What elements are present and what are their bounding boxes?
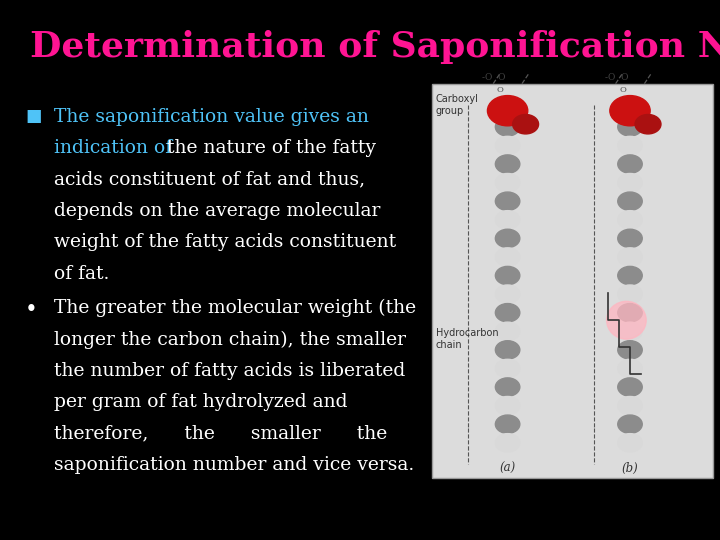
Text: acids constituent of fat and thus,: acids constituent of fat and thus, [54,171,365,188]
Text: longer the carbon chain), the smaller: longer the carbon chain), the smaller [54,330,406,349]
Circle shape [618,285,642,303]
Text: Determination of Saponification Number: Determination of Saponification Number [30,30,720,64]
Circle shape [495,396,520,415]
Text: O: O [497,86,504,94]
Circle shape [618,434,642,452]
Circle shape [495,285,520,303]
Circle shape [618,248,642,266]
Circle shape [495,434,520,452]
Ellipse shape [606,301,647,339]
Circle shape [618,415,642,434]
Text: -O  O: -O O [482,73,506,82]
Circle shape [618,211,642,229]
Circle shape [610,96,650,126]
Circle shape [513,114,539,134]
Circle shape [495,229,520,247]
Text: depends on the average molecular: depends on the average molecular [54,202,380,220]
Text: (b): (b) [621,462,639,475]
Text: •: • [25,299,38,321]
Circle shape [495,248,520,266]
Circle shape [618,266,642,285]
Text: therefore,      the      smaller      the: therefore, the smaller the [54,424,387,442]
Text: O: O [619,86,626,94]
Circle shape [495,322,520,341]
FancyBboxPatch shape [432,84,713,478]
Circle shape [495,378,520,396]
Circle shape [618,192,642,211]
Text: weight of the fatty acids constituent: weight of the fatty acids constituent [54,233,396,251]
Circle shape [618,136,642,154]
Circle shape [618,359,642,377]
Text: Carboxyl
group: Carboxyl group [436,94,479,116]
Circle shape [495,415,520,434]
Text: (a): (a) [500,462,516,475]
Circle shape [487,96,528,126]
Text: the number of fatty acids is liberated: the number of fatty acids is liberated [54,362,405,380]
Circle shape [635,114,661,134]
Text: The greater the molecular weight (the: The greater the molecular weight (the [54,299,416,318]
Circle shape [618,322,642,341]
Text: the nature of the fatty: the nature of the fatty [161,139,376,157]
Circle shape [495,211,520,229]
Text: indication of: indication of [54,139,172,157]
Text: -O  O: -O O [605,73,629,82]
Text: The saponification value gives an: The saponification value gives an [54,108,369,126]
Circle shape [618,341,642,359]
Text: saponification number and vice versa.: saponification number and vice versa. [54,456,414,474]
Circle shape [495,136,520,154]
Circle shape [618,118,642,136]
Circle shape [495,173,520,192]
Circle shape [618,303,642,322]
Circle shape [495,359,520,377]
Circle shape [618,229,642,247]
Text: of fat.: of fat. [54,265,109,282]
Circle shape [618,378,642,396]
Circle shape [495,192,520,211]
Circle shape [495,155,520,173]
Text: Hydrocarbon
chain: Hydrocarbon chain [436,328,498,350]
Circle shape [618,173,642,192]
Text: ■: ■ [25,108,42,125]
Circle shape [618,396,642,415]
Text: per gram of fat hydrolyzed and: per gram of fat hydrolyzed and [54,393,348,411]
Circle shape [495,266,520,285]
Circle shape [618,155,642,173]
Circle shape [495,118,520,136]
Circle shape [495,341,520,359]
Circle shape [495,303,520,322]
